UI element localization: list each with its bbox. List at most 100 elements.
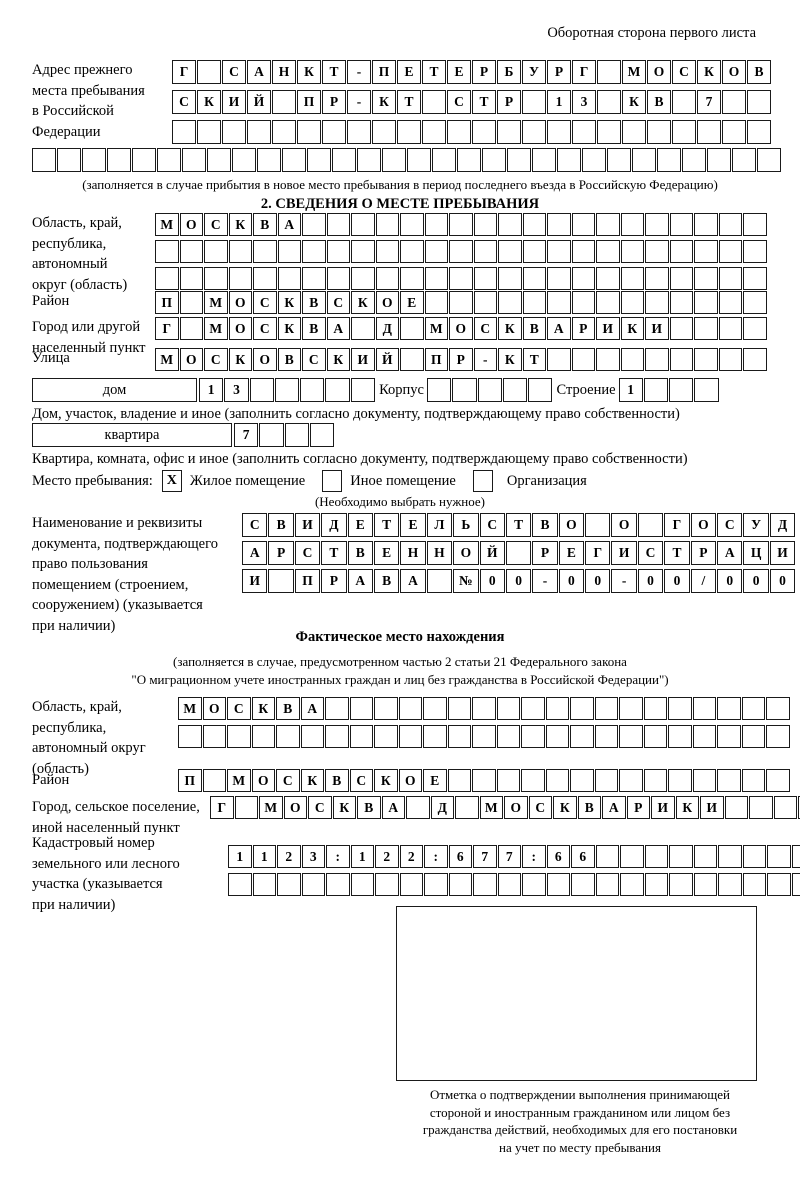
actual-district-cell-16[interactable] <box>545 769 569 792</box>
section2-region-r2-cell-17[interactable] <box>547 240 571 263</box>
actual-region-r2-cell-23[interactable] <box>717 725 741 748</box>
actual-region-r2-cell-13[interactable] <box>472 725 496 748</box>
document-r1-cell-20[interactable]: У <box>743 513 769 537</box>
actual-district-cell-12[interactable] <box>447 769 471 792</box>
document-r2-cell-8[interactable]: Н <box>426 541 453 565</box>
section2-region-r2-cell-15[interactable] <box>498 240 522 263</box>
actual-city-cell-6[interactable]: К <box>332 796 356 819</box>
document-r3-cell-11[interactable]: 0 <box>505 569 532 593</box>
section2-region-row-3[interactable] <box>155 267 768 290</box>
prev-address-r3-cell-19[interactable] <box>622 120 646 144</box>
section2-region-r2-cell-21[interactable] <box>645 240 669 263</box>
cadastral-r2-cell-17[interactable] <box>620 873 644 896</box>
section2-district-cell-6[interactable]: К <box>277 291 301 314</box>
actual-region-r2-cell-8[interactable] <box>349 725 373 748</box>
section2-region-r1-cell-5[interactable]: В <box>253 213 277 236</box>
actual-city-cell-14[interactable]: С <box>528 796 552 819</box>
actual-region-r1-cell-1[interactable]: М <box>178 697 202 720</box>
cadastral-r2-cell-9[interactable] <box>424 873 448 896</box>
document-r3-cell-2[interactable] <box>268 569 294 593</box>
section2-region-r1-cell-21[interactable] <box>645 213 669 236</box>
section2-region-r1-cell-18[interactable] <box>571 213 595 236</box>
stroenie-cell-3[interactable] <box>669 378 694 402</box>
document-r3-cell-7[interactable]: А <box>400 569 426 593</box>
section2-street-cell-1[interactable]: М <box>155 348 179 371</box>
actual-district-cell-2[interactable] <box>202 769 226 792</box>
prev-address-r4-cell-6[interactable] <box>157 148 181 172</box>
prev-address-r2-cell-8[interactable]: - <box>347 90 371 114</box>
actual-city-cell-15[interactable]: К <box>553 796 577 819</box>
actual-region-r1-cell-24[interactable] <box>741 697 765 720</box>
actual-city-cell-18[interactable]: Р <box>626 796 650 819</box>
document-r3-cell-9[interactable]: № <box>453 569 479 593</box>
prev-address-r1-cell-11[interactable]: Т <box>422 60 446 84</box>
document-r2-cell-13[interactable]: Е <box>558 541 585 565</box>
section2-region-r1-cell-23[interactable] <box>694 213 718 236</box>
section2-region-r1-cell-13[interactable] <box>449 213 473 236</box>
section2-region-r3-cell-16[interactable] <box>522 267 546 290</box>
section2-region-r1-cell-22[interactable] <box>669 213 693 236</box>
cadastral-r2-cell-3[interactable] <box>277 873 301 896</box>
section2-region-r2-cell-2[interactable] <box>179 240 203 263</box>
actual-region-r2-cell-15[interactable] <box>521 725 545 748</box>
prev-address-r4-cell-22[interactable] <box>557 148 581 172</box>
cadastral-r1-cell-10[interactable]: 6 <box>448 845 472 868</box>
cadastral-r1-cell-16[interactable] <box>595 845 619 868</box>
prev-address-r3-cell-6[interactable] <box>297 120 321 144</box>
section2-city-cell-9[interactable] <box>351 317 375 340</box>
actual-region-r2-cell-2[interactable] <box>202 725 226 748</box>
section2-region-r1-cell-9[interactable] <box>351 213 375 236</box>
actual-region-r1-cell-15[interactable] <box>521 697 545 720</box>
prev-address-r2-cell-20[interactable]: В <box>647 90 671 114</box>
prev-address-r4-cell-3[interactable] <box>82 148 106 172</box>
section2-region-r3-cell-21[interactable] <box>645 267 669 290</box>
section2-city-cell-17[interactable]: А <box>547 317 571 340</box>
section2-street-cell-22[interactable] <box>669 348 693 371</box>
section2-street-cell-17[interactable] <box>547 348 571 371</box>
section2-region-r2-cell-14[interactable] <box>473 240 497 263</box>
prev-address-r3-cell-20[interactable] <box>647 120 671 144</box>
section2-region-r2-cell-18[interactable] <box>571 240 595 263</box>
prev-address-r1-cell-16[interactable]: Р <box>547 60 571 84</box>
actual-city-cell-19[interactable]: И <box>651 796 675 819</box>
actual-region-r1-cell-5[interactable]: В <box>276 697 300 720</box>
actual-district-cell-23[interactable] <box>717 769 741 792</box>
prev-address-r3-cell-21[interactable] <box>672 120 696 144</box>
actual-district-cell-11[interactable]: Е <box>423 769 447 792</box>
prev-address-r4-cell-11[interactable] <box>282 148 306 172</box>
cadastral-r1-cell-1[interactable]: 1 <box>228 845 252 868</box>
document-r3-cell-6[interactable]: В <box>373 569 400 593</box>
section2-region-r1-cell-16[interactable] <box>522 213 546 236</box>
cadastral-r1-cell-11[interactable]: 7 <box>473 845 497 868</box>
stroenie-cell-1[interactable]: 1 <box>618 378 643 402</box>
cadastral-r1-cell-8[interactable]: 2 <box>399 845 423 868</box>
document-r3-cell-14[interactable]: 0 <box>585 569 611 593</box>
actual-region-r2-cell-17[interactable] <box>570 725 594 748</box>
section2-street-cell-19[interactable] <box>596 348 620 371</box>
cadastral-r1-cell-19[interactable] <box>669 845 693 868</box>
prev-address-r2-cell-23[interactable] <box>722 90 746 114</box>
actual-city-cell-9[interactable] <box>406 796 430 819</box>
section2-street-cell-3[interactable]: С <box>204 348 228 371</box>
cadastral-r1-cell-6[interactable]: 1 <box>350 845 374 868</box>
actual-region-r2-cell-10[interactable] <box>398 725 422 748</box>
actual-region-r1-cell-14[interactable] <box>496 697 520 720</box>
actual-region-r2-cell-25[interactable] <box>766 725 790 748</box>
prev-address-r3-cell-11[interactable] <box>422 120 446 144</box>
section2-region-r2-cell-7[interactable] <box>302 240 326 263</box>
section2-region-r3-cell-2[interactable] <box>179 267 203 290</box>
section2-region-r1-cell-4[interactable]: К <box>228 213 252 236</box>
section2-street-cell-15[interactable]: К <box>498 348 522 371</box>
prev-address-r3-cell-16[interactable] <box>547 120 571 144</box>
prev-address-r1-cell-14[interactable]: Б <box>497 60 521 84</box>
document-r2-cell-4[interactable]: Т <box>321 541 347 565</box>
actual-region-r1-cell-11[interactable] <box>423 697 447 720</box>
actual-region-r1-cell-18[interactable] <box>594 697 618 720</box>
prev-address-r4-cell-14[interactable] <box>357 148 381 172</box>
actual-region-r2-cell-21[interactable] <box>668 725 692 748</box>
document-row-3[interactable]: И П Р А В А № 0 0-0 0-0 0/0 0 0 <box>242 569 796 593</box>
cadastral-r2-cell-19[interactable] <box>669 873 693 896</box>
